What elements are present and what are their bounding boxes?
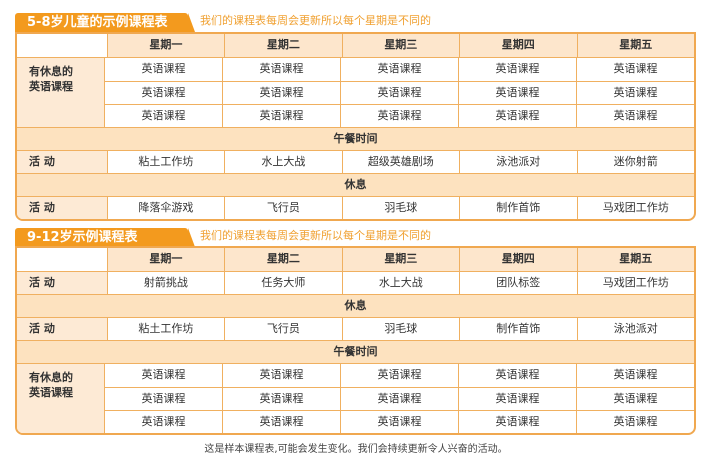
- lesson-cell: 英语课程: [340, 388, 458, 410]
- day-header: 星期一: [106, 34, 225, 57]
- header-row: 星期一 星期二 星期三 星期四 星期五: [17, 34, 694, 57]
- table1-title-tab: 5-8岁儿童的示例课程表: [15, 13, 195, 32]
- day-header: 星期二: [224, 248, 342, 271]
- group-label: 有休息的 英语课程: [17, 364, 104, 433]
- row-label: 活 动: [17, 318, 107, 340]
- activity-cell: 水上大战: [224, 151, 341, 173]
- lesson-cell: 英语课程: [576, 388, 694, 410]
- break-label: 休息: [17, 174, 694, 196]
- lesson-row: 英语课程 英语课程 英语课程 英语课程 英语课程: [104, 410, 694, 433]
- day-header: 星期一: [106, 248, 225, 271]
- row-label: 活 动: [17, 272, 107, 294]
- table1-note: 我们的课程表每周会更新所以每个星期是不同的: [200, 14, 431, 27]
- corner-cell: [17, 34, 107, 57]
- activity-row: 活 动射箭挑战 任务大师 水上大战 团队标签 马戏团工作坊: [17, 271, 694, 294]
- lesson-cell: 英语课程: [104, 411, 222, 433]
- table2-note: 我们的课程表每周会更新所以每个星期是不同的: [200, 229, 431, 242]
- lesson-cell: 英语课程: [104, 364, 222, 387]
- activity-cell: 粘土工作坊: [106, 318, 224, 340]
- lesson-row: 英语课程 英语课程 英语课程 英语课程 英语课程: [104, 387, 694, 410]
- lesson-cell: 英语课程: [104, 82, 222, 104]
- activity-cell: 飞行员: [224, 197, 341, 219]
- day-header: 星期三: [341, 34, 460, 57]
- table2-title-tab: 9-12岁示例课程表: [15, 228, 195, 247]
- group-rows: 英语课程 英语课程 英语课程 英语课程 英语课程 英语课程 英语课程 英语课程 英语课程 英语课程…: [104, 58, 694, 127]
- activity-cell: 射箭挑战: [106, 272, 224, 294]
- lesson-cell: 英语课程: [458, 58, 576, 81]
- lesson-cell: 英语课程: [576, 58, 694, 81]
- break-row: 午餐时间: [17, 340, 694, 363]
- activity-cell: 羽毛球: [341, 197, 459, 219]
- lesson-cell: 英语课程: [458, 364, 576, 387]
- day-header: 星期二: [224, 34, 342, 57]
- lesson-cell: 英语课程: [222, 82, 340, 104]
- lesson-cell: 英语课程: [458, 388, 576, 410]
- group-rows: 英语课程 英语课程 英语课程 英语课程 英语课程 英语课程 英语课程 英语课程 英语课程 英语课程…: [104, 364, 694, 433]
- break-label: 休息: [17, 295, 694, 317]
- corner-cell: [17, 248, 107, 271]
- activity-cell: 任务大师: [224, 272, 341, 294]
- lesson-cell: 英语课程: [458, 82, 576, 104]
- activity-cell: 降落伞游戏: [106, 197, 224, 219]
- group-label: 有休息的 英语课程: [17, 58, 104, 127]
- activity-row: 活 动粘土工作坊 飞行员 羽毛球 制作首饰 泳池派对: [17, 317, 694, 340]
- lesson-cell: 英语课程: [576, 82, 694, 104]
- lesson-cell: 英语课程: [340, 58, 458, 81]
- activity-cell: 泳池派对: [576, 318, 694, 340]
- lesson-row: 英语课程 英语课程 英语课程 英语课程 英语课程: [104, 81, 694, 104]
- lesson-cell: 英语课程: [458, 105, 576, 127]
- lesson-cell: 英语课程: [340, 82, 458, 104]
- day-header: 星期四: [459, 34, 577, 57]
- activity-cell: 制作首饰: [459, 318, 576, 340]
- lesson-cell: 英语课程: [222, 105, 340, 127]
- activity-row: 活 动降落伞游戏 飞行员 羽毛球 制作首饰 马戏团工作坊: [17, 196, 694, 219]
- activity-cell: 泳池派对: [459, 151, 576, 173]
- row-label: 活 动: [17, 197, 107, 219]
- activity-row: 活 动粘土工作坊 水上大战 超级英雄剧场 泳池派对 迷你射箭: [17, 150, 694, 173]
- lesson-cell: 英语课程: [104, 105, 222, 127]
- day-header: 星期五: [576, 34, 694, 57]
- activity-cell: 飞行员: [224, 318, 341, 340]
- activity-cell: 迷你射箭: [576, 151, 694, 173]
- lesson-row: 英语课程 英语课程 英语课程 英语课程 英语课程: [104, 364, 694, 387]
- lesson-cell: 英语课程: [222, 411, 340, 433]
- lesson-cell: 英语课程: [104, 388, 222, 410]
- activity-cell: 羽毛球: [341, 318, 459, 340]
- activity-cell: 水上大战: [341, 272, 459, 294]
- break-row: 休息: [17, 173, 694, 196]
- lesson-cell: 英语课程: [576, 364, 694, 387]
- schedule-table-ages-5-8: 星期一 星期二 星期三 星期四 星期五 有休息的 英语课程 英语课程 英语课程 英语课程 英语课程…: [15, 32, 696, 221]
- day-header: 星期五: [576, 248, 694, 271]
- day-header: 星期四: [459, 248, 577, 271]
- lesson-cell: 英语课程: [576, 105, 694, 127]
- break-label: 午餐时间: [17, 341, 694, 363]
- lesson-cell: 英语课程: [340, 364, 458, 387]
- lesson-cell: 英语课程: [222, 58, 340, 81]
- lesson-cell: 英语课程: [340, 411, 458, 433]
- activity-cell: 马戏团工作坊: [576, 272, 694, 294]
- lesson-row: 英语课程 英语课程 英语课程 英语课程 英语课程: [104, 58, 694, 81]
- lesson-cell: 英语课程: [576, 411, 694, 433]
- activity-cell: 团队标签: [459, 272, 576, 294]
- english-lessons-group: 有休息的 英语课程 英语课程 英语课程 英语课程 英语课程 英语课程 英语课程 英语课程 英语课…: [17, 57, 694, 127]
- activity-cell: 马戏团工作坊: [576, 197, 694, 219]
- row-label: 活 动: [17, 151, 107, 173]
- lesson-cell: 英语课程: [340, 105, 458, 127]
- lesson-cell: 英语课程: [222, 364, 340, 387]
- header-row: 星期一 星期二 星期三 星期四 星期五: [17, 248, 694, 271]
- lesson-cell: 英语课程: [458, 411, 576, 433]
- break-row: 午餐时间: [17, 127, 694, 150]
- lesson-cell: 英语课程: [222, 388, 340, 410]
- english-lessons-group: 有休息的 英语课程 英语课程 英语课程 英语课程 英语课程 英语课程 英语课程 英语课程 英语课…: [17, 363, 694, 433]
- lesson-row: 英语课程 英语课程 英语课程 英语课程 英语课程: [104, 104, 694, 127]
- day-header: 星期三: [341, 248, 460, 271]
- footer-disclaimer: 这是样本课程表,可能会发生变化。我们会持续更新令人兴奋的活动。: [204, 444, 508, 455]
- break-label: 午餐时间: [17, 128, 694, 150]
- activity-cell: 超级英雄剧场: [341, 151, 459, 173]
- lesson-cell: 英语课程: [104, 58, 222, 81]
- break-row: 休息: [17, 294, 694, 317]
- activity-cell: 制作首饰: [459, 197, 576, 219]
- activity-cell: 粘土工作坊: [106, 151, 224, 173]
- schedule-table-ages-9-12: 星期一 星期二 星期三 星期四 星期五活 动射箭挑战 任务大师 水上大战 团队标签 马戏团工作坊…: [15, 246, 696, 435]
